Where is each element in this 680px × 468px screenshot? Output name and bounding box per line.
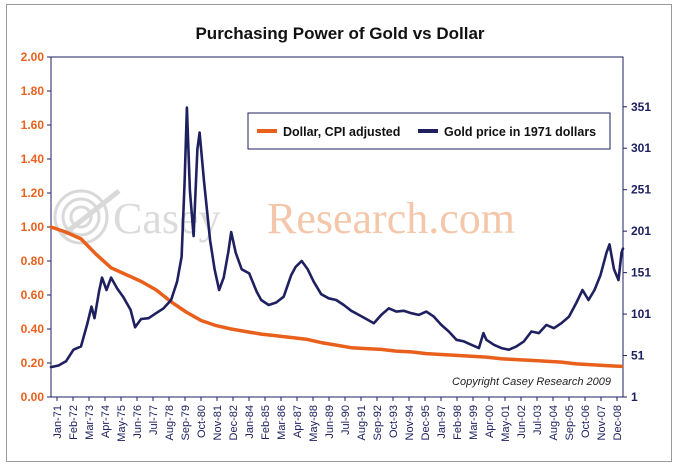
left-tick-label: 0.60 <box>21 288 45 302</box>
x-tick-label: May-75 <box>116 405 128 442</box>
x-tick-label: May-88 <box>308 405 320 442</box>
x-tick-label: Nov-81 <box>212 405 224 440</box>
left-tick-label: 0.40 <box>21 322 45 336</box>
x-tick-label: Dec-82 <box>228 405 240 440</box>
left-tick-label: 1.00 <box>21 220 45 234</box>
legend-label-gold: Gold price in 1971 dollars <box>444 125 596 139</box>
right-tick-label: 251 <box>631 183 651 197</box>
series-layer <box>49 106 625 369</box>
right-tick-label: 101 <box>631 307 651 321</box>
right-tick-label: 151 <box>631 266 651 280</box>
x-tick-label: Feb-72 <box>68 405 80 440</box>
left-tick-label: 1.40 <box>21 152 45 166</box>
x-tick-label: Aug-04 <box>548 405 560 440</box>
watermark-logo-icon <box>53 189 121 245</box>
x-tick-label: Oct-80 <box>196 405 208 438</box>
x-tick-label: Sep-79 <box>180 405 192 440</box>
gold-vs-dollar-chart: Purchasing Power of Gold vs Dollar Casey… <box>21 24 652 442</box>
x-tick-label: Nov-94 <box>404 405 416 440</box>
x-tick-label: Oct-06 <box>580 405 592 438</box>
right-tick-label: 301 <box>631 141 651 155</box>
x-tick-label: Jan-71 <box>52 405 64 439</box>
series-line-gold <box>49 106 625 369</box>
right-tick-label: 201 <box>631 224 651 238</box>
x-tick-label: Nov-07 <box>596 405 608 440</box>
watermark-text-right: Research.com <box>267 194 515 243</box>
right-tick-label: 351 <box>631 100 651 114</box>
x-tick-label: Apr-74 <box>100 405 112 438</box>
right-tick-label: 51 <box>631 349 645 363</box>
left-tick-label: 1.60 <box>21 118 45 132</box>
x-tick-label: Aug-91 <box>356 405 368 440</box>
x-tick-label: Apr-00 <box>484 405 496 438</box>
x-tick-label: Mar-99 <box>468 405 480 440</box>
x-tick-label: Apr-87 <box>292 405 304 438</box>
legend-label-dollar: Dollar, CPI adjusted <box>283 125 400 139</box>
x-tick-label: Jun-76 <box>132 405 144 439</box>
copyright-annotation: Copyright Casey Research 2009 <box>452 376 611 388</box>
x-tick-label: Mar-73 <box>84 405 96 440</box>
axes-layer: 0.00 0.20 0.40 0.60 0.80 1.00 1.20 1.40 1.60 1.80… <box>21 50 652 442</box>
left-tick-label: 1.80 <box>21 84 45 98</box>
x-tick-label: Dec-08 <box>612 405 624 440</box>
x-tick-label: Jan-97 <box>436 405 448 439</box>
watermark-casey: Casey <box>113 194 221 243</box>
x-tick-label: Aug-78 <box>164 405 176 440</box>
chart-frame: Purchasing Power of Gold vs Dollar Casey… <box>6 4 672 462</box>
x-tick-label: Jun-89 <box>324 405 336 439</box>
x-tick-label: Jul-03 <box>532 405 544 435</box>
x-tick-label: Feb-85 <box>260 405 272 440</box>
chart-title: Purchasing Power of Gold vs Dollar <box>195 24 484 43</box>
series-line-dollar <box>49 225 624 369</box>
x-tick-label: Jan-84 <box>244 405 256 439</box>
x-tick-label: Sep-05 <box>564 405 576 440</box>
left-tick-label: 2.00 <box>21 50 45 64</box>
x-tick-label: Dec-95 <box>420 405 432 440</box>
left-tick-label: 0.20 <box>21 356 45 370</box>
right-tick-label: 1 <box>631 390 638 404</box>
x-tick-label: Mar-86 <box>276 405 288 440</box>
left-tick-label: 1.20 <box>21 186 45 200</box>
x-tick-label: Oct-93 <box>388 405 400 438</box>
legend: Dollar, CPI adjusted Gold price in 1971 … <box>247 112 611 150</box>
x-tick-label: Jul-77 <box>148 405 160 435</box>
watermark-research: Research.com <box>267 194 515 243</box>
x-tick-label: Jun-02 <box>516 405 528 439</box>
left-tick-label: 0.80 <box>21 254 45 268</box>
x-tick-label: Jul-90 <box>340 405 352 435</box>
x-tick-label: May-01 <box>500 405 512 442</box>
watermark-text: Casey <box>113 194 221 243</box>
left-tick-label: 0.00 <box>21 390 45 404</box>
x-tick-label: Sep-92 <box>372 405 384 440</box>
x-tick-label: Feb-98 <box>452 405 464 440</box>
casey-research-watermark: Casey Research.com <box>53 189 515 245</box>
